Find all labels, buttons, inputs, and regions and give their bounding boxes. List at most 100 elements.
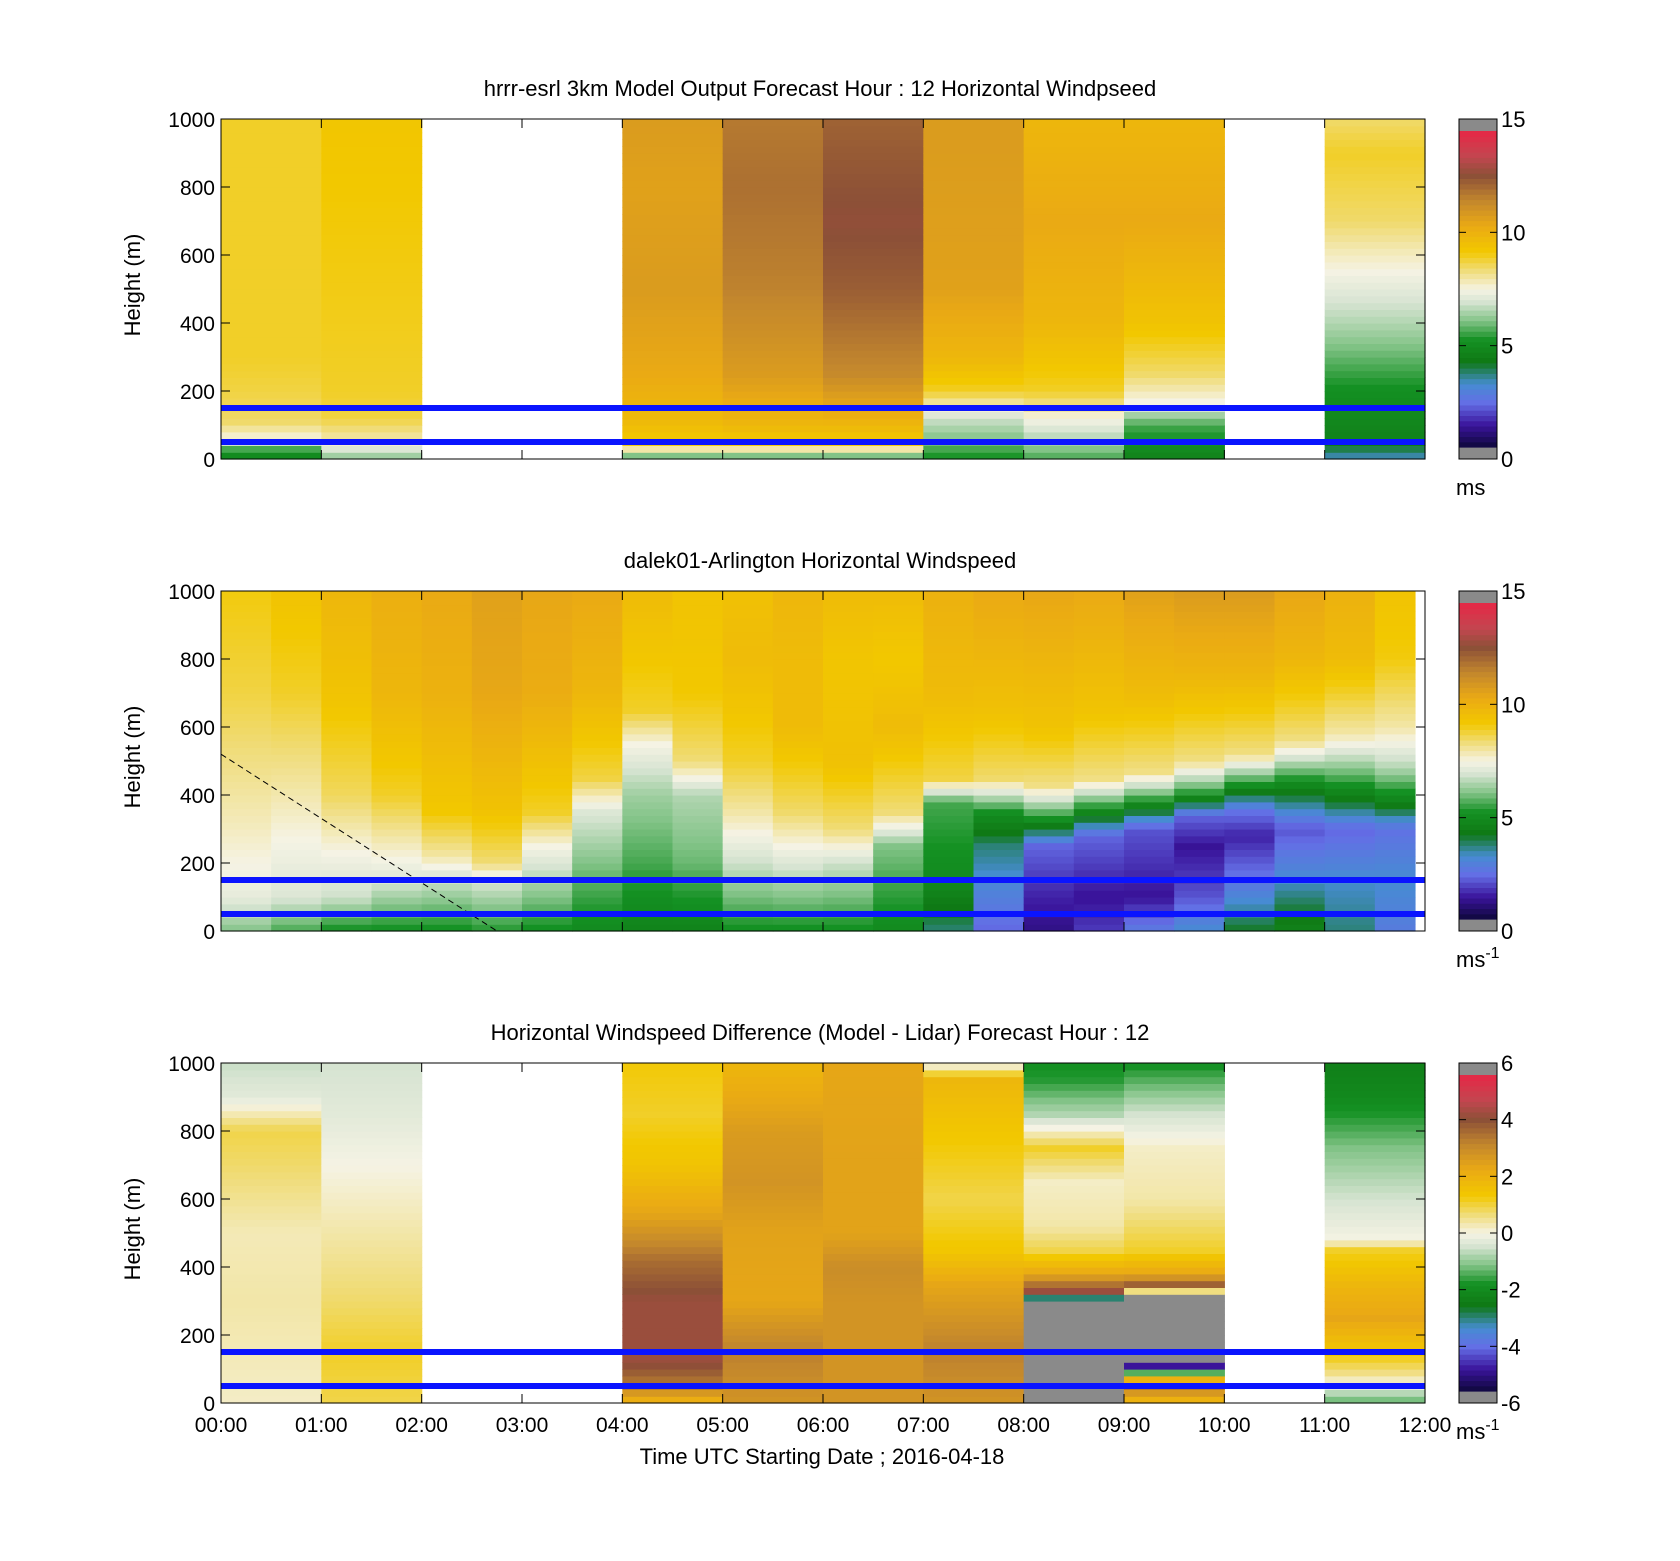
heatmap-cell: [371, 604, 423, 612]
heatmap-cell: [1023, 829, 1075, 837]
heatmap-cell: [973, 781, 1025, 789]
colorbar-segment: [1459, 771, 1497, 778]
heatmap-cell: [622, 125, 724, 134]
heatmap-cell: [1324, 1117, 1426, 1125]
heatmap-cell: [973, 869, 1025, 878]
heatmap-cell: [1124, 377, 1225, 385]
heatmap-cell: [622, 788, 674, 796]
heatmap-cell: [271, 856, 322, 864]
heatmap-cell: [522, 611, 573, 619]
heatmap-cell: [622, 781, 674, 789]
heatmap-cell: [873, 767, 924, 776]
heatmap-cell: [722, 1280, 824, 1288]
heatmap-cell: [923, 1253, 1025, 1261]
heatmap-cell: [1124, 153, 1225, 161]
colorbar-under-swatch: [1459, 447, 1497, 459]
heatmap-cell: [622, 917, 674, 925]
heatmap-cell: [1124, 1151, 1225, 1159]
heatmap-column: [371, 591, 423, 932]
heatmap-cell: [321, 207, 423, 215]
heatmap-cell: [672, 795, 724, 803]
heatmap-cell: [923, 425, 1025, 433]
heatmap-cell: [1073, 774, 1125, 782]
heatmap-cell: [873, 883, 924, 891]
heatmap-cell: [722, 1212, 824, 1220]
heatmap-cell: [772, 618, 824, 626]
colorbar-segment: [1459, 215, 1497, 222]
colorbar-segment: [1459, 797, 1497, 804]
heatmap-cell: [1124, 1076, 1225, 1084]
heatmap-cell: [672, 835, 724, 844]
heatmap-cell: [873, 645, 924, 653]
heatmap-cell: [321, 1260, 423, 1268]
heatmap-cell: [1023, 241, 1125, 249]
heatmap-cell: [622, 445, 724, 453]
heatmap-cell: [1023, 842, 1075, 850]
heatmap-cell: [923, 1307, 1025, 1316]
heatmap-cell: [873, 699, 924, 708]
colorbar-unit-label: ms-1: [1456, 945, 1500, 972]
colorbar-segment: [1459, 639, 1497, 646]
heatmap-cell: [1374, 869, 1416, 878]
heatmap-cell: [722, 1144, 824, 1152]
heatmap-cell: [722, 146, 824, 154]
heatmap-cell: [622, 795, 674, 803]
heatmap-column: [722, 1063, 824, 1404]
heatmap-cell: [1023, 1260, 1125, 1268]
colorbar-segment: [1459, 750, 1497, 757]
heatmap-cell: [1324, 180, 1426, 188]
heatmap-cell: [722, 323, 824, 331]
heatmap-cell: [622, 282, 724, 290]
heatmap-cell: [722, 767, 774, 776]
heatmap-cell: [722, 1362, 824, 1370]
x-tick-label: 07:00: [897, 1414, 950, 1437]
heatmap-cell: [973, 863, 1025, 871]
heatmap-cell: [823, 1151, 924, 1159]
heatmap-cell: [873, 781, 924, 789]
heatmap-cell: [1124, 659, 1175, 667]
heatmap-cell: [221, 1301, 322, 1309]
y-tick-label: 200: [180, 853, 215, 876]
heatmap-cell: [923, 1233, 1025, 1241]
heatmap-cell: [722, 302, 824, 310]
heatmap-cell: [1023, 180, 1125, 188]
heatmap-cell: [221, 234, 322, 242]
heatmap-cell: [221, 1375, 322, 1384]
heatmap-cell: [371, 679, 423, 687]
heatmap-cell: [622, 1369, 724, 1377]
heatmap-cell: [1324, 166, 1426, 174]
heatmap-cell: [823, 903, 874, 912]
heatmap-cell: [1324, 1137, 1426, 1146]
heatmap-cell: [923, 611, 975, 619]
heatmap-cell: [923, 1069, 1025, 1078]
heatmap-cell: [622, 153, 724, 161]
heatmap-cell: [823, 370, 924, 378]
heatmap-cell: [1324, 788, 1376, 796]
heatmap-cell: [1274, 740, 1326, 748]
x-tick-label: 08:00: [997, 1414, 1050, 1437]
heatmap-cell: [1023, 1083, 1125, 1091]
heatmap-cell: [1324, 343, 1426, 351]
heatmap-cell: [1324, 295, 1426, 304]
heatmap-cell: [321, 849, 373, 857]
heatmap-cell: [271, 665, 322, 674]
heatmap-cell: [722, 631, 774, 640]
colorbar-segment: [1459, 613, 1497, 620]
heatmap-cell: [1324, 1375, 1426, 1384]
heatmap-cell: [823, 1307, 924, 1316]
heatmap-cell: [823, 747, 874, 755]
heatmap-cell: [471, 727, 523, 735]
heatmap-cell: [873, 638, 924, 646]
heatmap-cell: [973, 659, 1025, 667]
heatmap-cell: [722, 125, 824, 134]
heatmap-cell: [772, 883, 824, 891]
heatmap-cell: [271, 727, 322, 735]
heatmap-cell: [722, 733, 774, 742]
heatmap-column: [672, 591, 724, 932]
heatmap-column: [421, 591, 473, 932]
heatmap-cell: [923, 275, 1025, 283]
heatmap-cell: [722, 1131, 824, 1139]
heatmap-cell: [1324, 241, 1426, 249]
heatmap-cell: [1224, 774, 1276, 782]
heatmap-cell: [1374, 815, 1416, 823]
